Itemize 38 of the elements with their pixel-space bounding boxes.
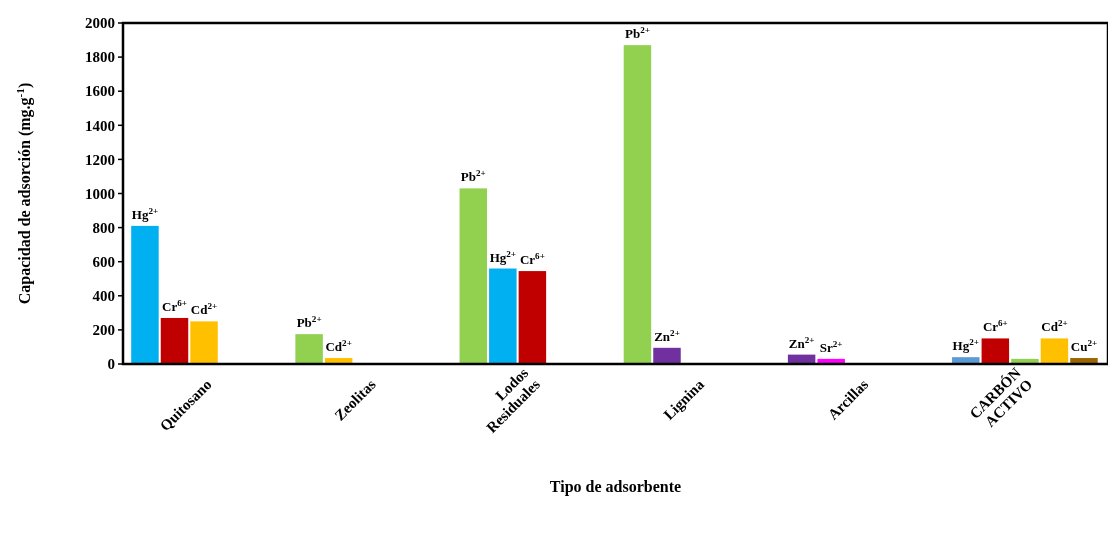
data-label: Cd$^{2+}$: [325, 338, 352, 355]
y-tick-label: 1000: [85, 185, 115, 202]
data-label: Cd$^{2+}$: [190, 301, 218, 318]
bar: [489, 268, 517, 364]
y-tick-label: 400: [92, 288, 115, 305]
data-label: Zn$^{2+}$: [654, 327, 680, 344]
y-tick-label: 2000: [85, 15, 115, 32]
data-label: Cu$^{2+}$: [1070, 338, 1098, 355]
data-label: Hg$^{2+}$: [131, 205, 159, 222]
data-label: Pb$^{2+}$: [460, 168, 486, 185]
bar: [653, 347, 681, 364]
bar: [1040, 338, 1069, 364]
y-tick-label: 200: [92, 322, 115, 339]
data-label: Cr$^{6+}$: [982, 318, 1008, 335]
x-axis-title: Tipo de adsorbente: [549, 478, 682, 496]
y-tick-label: 1800: [85, 49, 115, 66]
data-label: Cd$^{2+}$: [1041, 318, 1068, 335]
data-label: Cr$^{6+}$: [519, 251, 545, 268]
bar: [981, 338, 1010, 364]
data-label: Pb$^{2+}$: [625, 25, 650, 42]
y-tick-label: 1400: [85, 117, 115, 134]
y-tick-label: 800: [92, 219, 115, 236]
bar: [459, 188, 488, 364]
data-label: Pb$^{2+}$: [296, 314, 322, 331]
bar: [131, 225, 159, 364]
y-tick-label: 0: [107, 356, 115, 373]
bar: [952, 357, 980, 364]
data-label: Cr$^{6+}$: [162, 297, 187, 314]
data-label: Zn$^{2+}$: [788, 334, 815, 351]
bar: [160, 317, 189, 364]
bar: [623, 45, 652, 364]
y-tick-label: 1200: [85, 151, 115, 168]
y-tick-label: 600: [92, 253, 115, 270]
bar: [295, 334, 323, 364]
data-label: Sr$^{2+}$: [819, 338, 843, 355]
data-label: Hg$^{2+}$: [952, 337, 979, 354]
y-tick-label: 1600: [85, 83, 115, 100]
data-label: Hg$^{2+}$: [489, 248, 517, 265]
